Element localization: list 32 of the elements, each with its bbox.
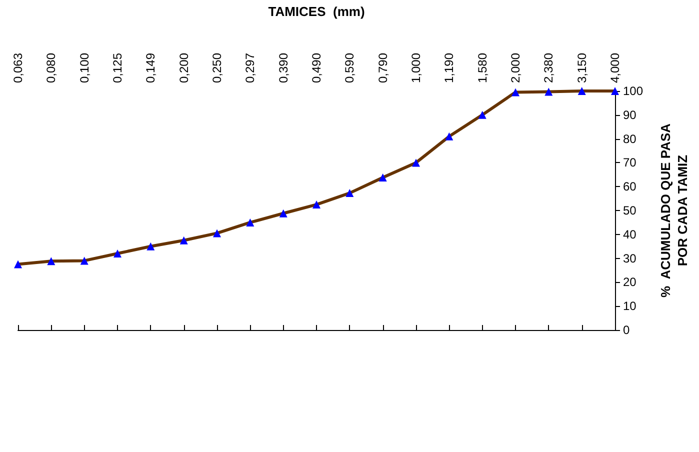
x-tick-label: 0,490: [310, 52, 324, 83]
x-tick-label: 0,297: [243, 52, 258, 83]
x-tick-label: 0,125: [110, 52, 124, 83]
x-tick-label: 0,200: [176, 52, 191, 83]
x-tick-label: 0,590: [342, 52, 357, 83]
x-tick-label: 3,150: [574, 52, 589, 83]
y-tick-label: 70: [623, 156, 637, 170]
y-tick-label: 100: [623, 84, 644, 98]
x-tick-label: 0,390: [276, 52, 290, 83]
x-tick-label: 1,000: [409, 52, 423, 83]
y-tick-label: 10: [623, 299, 637, 314]
y-tick-label: 80: [623, 132, 637, 146]
x-tick-label: 0,063: [11, 52, 25, 83]
x-tick-label: 0,790: [376, 52, 390, 83]
y-tick-label: 30: [623, 251, 637, 266]
y-tick-label: 0: [623, 323, 630, 337]
x-tick-label: 1,580: [475, 52, 490, 83]
y-tick-label: 90: [623, 108, 637, 122]
x-tick-label: 0,250: [210, 52, 224, 83]
y-tick-label: 60: [623, 180, 637, 194]
y-tick-label: 50: [623, 204, 637, 218]
y-tick-label: 40: [623, 227, 637, 242]
y-tick-label: 20: [623, 275, 637, 290]
x-tick-label: 1,190: [442, 52, 456, 83]
x-tick-label: 0,100: [77, 52, 92, 83]
x-tick-label: 2,380: [542, 52, 556, 83]
x-tick-label: 0,080: [44, 52, 58, 83]
x-tick-label: 2,000: [508, 52, 522, 83]
y-axis-title: % ACUMULADO QUE PASA POR CADA TAMIZ: [658, 122, 690, 298]
x-axis-title: TAMICES (mm): [268, 4, 365, 19]
x-tick-label: 4,000: [608, 52, 622, 83]
x-tick-label: 0,149: [144, 52, 158, 83]
